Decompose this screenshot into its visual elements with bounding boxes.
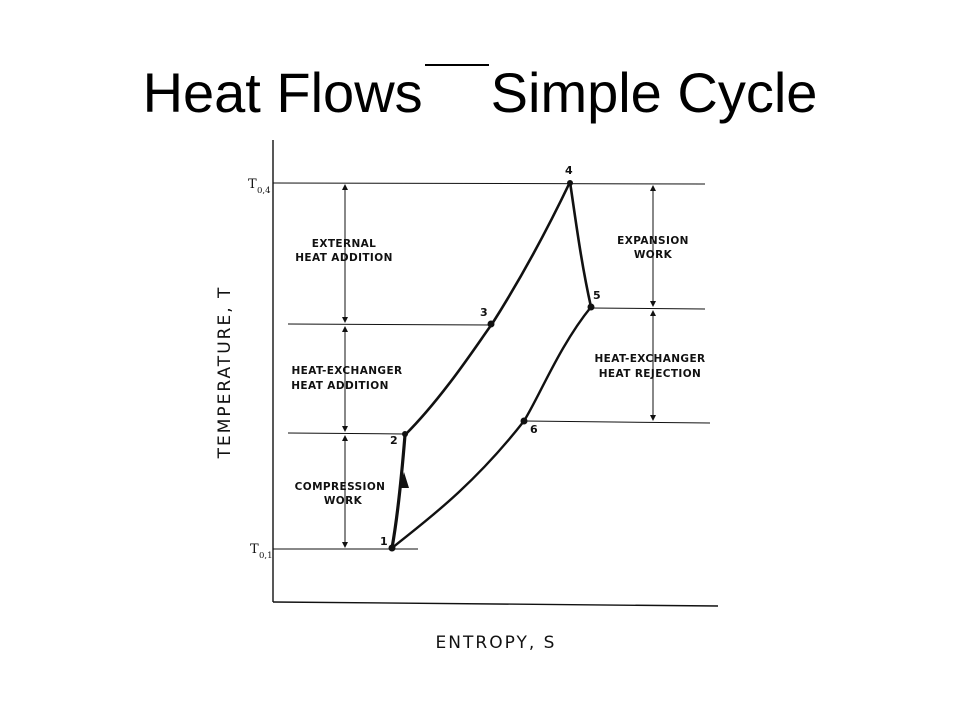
external-heat-line2: HEAT ADDITION	[295, 252, 393, 264]
state-point-2-label: 2	[390, 434, 398, 447]
compression-direction-arrow	[399, 472, 409, 488]
state-point-4-label: 4	[565, 164, 573, 177]
hx-heat-rejection-line1: HEAT-EXCHANGER	[594, 353, 705, 365]
level-line-point5	[589, 307, 706, 310]
compression-line2: WORK	[324, 495, 363, 507]
state-point-2-dot	[402, 431, 408, 437]
level-line-t04	[272, 182, 706, 185]
state-point-1-label: 1	[380, 535, 388, 548]
expansion-line1: EXPANSION	[617, 235, 689, 247]
process-5-6-heat-rejection	[522, 306, 592, 422]
t-bottom-sub: 0,1	[259, 551, 273, 561]
level-line-point3	[287, 323, 493, 326]
title-part-simple-cycle: Simple Cycle	[490, 61, 818, 124]
hx-heat-addition-line1: HEAT-EXCHANGER	[291, 365, 402, 377]
x-axis-label: ENTROPY, S	[436, 633, 557, 653]
state-point-4-dot	[567, 180, 573, 186]
state-point-5-label: 5	[593, 289, 601, 302]
compression-line1: COMPRESSION	[295, 481, 386, 493]
y-axis-label: TEMPERATURE, T	[215, 286, 235, 460]
process-6-1-heat-rejection	[391, 420, 525, 549]
t-top-sub: 0,4	[257, 186, 271, 196]
hx-heat-rejection-line2: HEAT REJECTION	[599, 368, 702, 380]
state-point-3-dot	[487, 320, 495, 328]
title-part-heat-flows: Heat Flows	[142, 61, 423, 124]
state-point-1-dot	[388, 544, 396, 552]
t-bottom-main: T	[250, 542, 259, 557]
state-point-3-label: 3	[480, 306, 488, 319]
level-line-point6	[524, 420, 711, 424]
t-top-main: T	[248, 177, 257, 192]
level-line-point2	[287, 432, 405, 435]
state-point-6-dot	[520, 417, 528, 425]
state-point-6-label: 6	[530, 423, 538, 436]
process-1-2-compression	[390, 434, 407, 549]
expansion-line2: WORK	[634, 249, 673, 261]
external-heat-line1: EXTERNAL	[312, 238, 377, 250]
title-em-dash	[424, 64, 489, 66]
slide-title: Heat Flows Simple Cycle	[0, 58, 960, 128]
hx-heat-addition-line2: HEAT ADDITION	[291, 380, 389, 392]
state-point-5-dot	[587, 303, 595, 311]
process-4-5-expansion	[568, 181, 593, 308]
x-axis	[272, 601, 719, 607]
